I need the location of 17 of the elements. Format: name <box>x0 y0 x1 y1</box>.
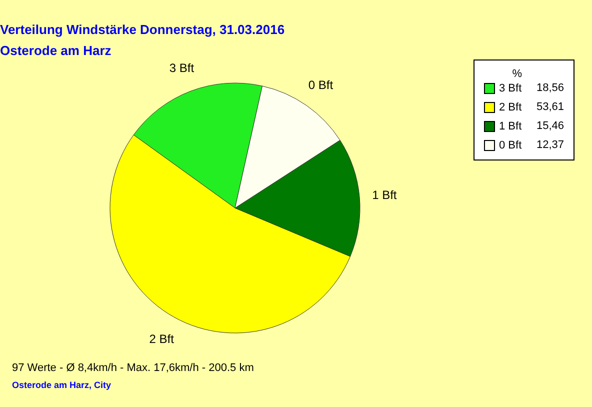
slice-label: 1 Bft <box>372 188 398 202</box>
data-label: 53,61 <box>536 101 564 113</box>
data-label: 12,37 <box>536 139 564 151</box>
slice-label: 3 Bft <box>169 60 195 75</box>
legend-label: 3 Bft <box>499 82 522 94</box>
data-label: 18,56 <box>536 82 564 94</box>
text: Osterode am Harz, City <box>12 380 112 390</box>
legend-label: 0 Bft <box>499 140 522 152</box>
legend-label: 1 Bft <box>499 120 522 132</box>
slice-label: 0 Bft <box>308 78 334 92</box>
chart-title: Verteilung Windstärke Donnerstag, 31.03.2016 <box>0 22 285 37</box>
legend-label: 2 Bft <box>499 102 522 114</box>
text: 97 Werte - Ø 8,4km/h - Max. 17,6km/h - 200.5 km <box>12 362 254 374</box>
data-label: 15,46 <box>536 120 564 132</box>
chart-subtitle: Osterode am Harz <box>0 43 112 58</box>
legend-title: % <box>512 68 522 80</box>
slice-label: 2 Bft <box>149 332 175 346</box>
